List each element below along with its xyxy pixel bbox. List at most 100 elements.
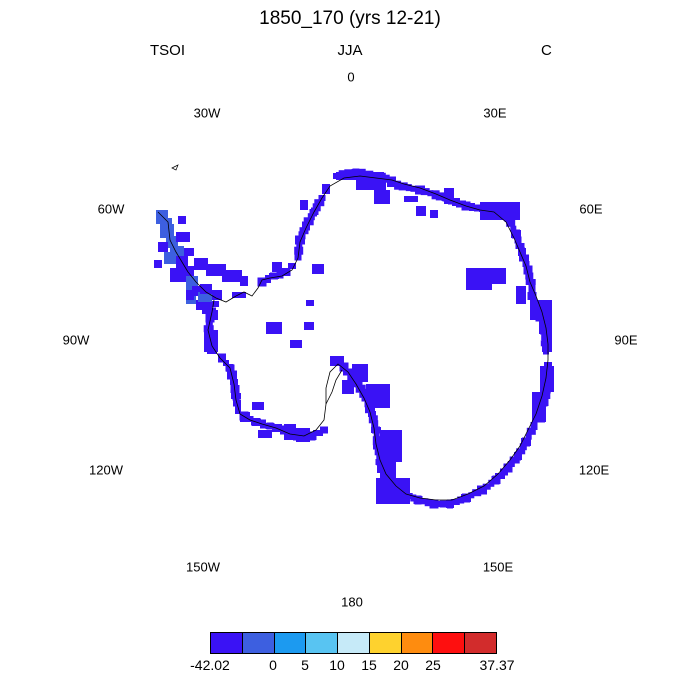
map-cell [424, 499, 433, 507]
map-cell [160, 224, 174, 238]
map-cell [410, 494, 417, 502]
map-cell [359, 388, 368, 398]
map-cell [488, 479, 495, 487]
colorbar-label-10: 10 [329, 657, 345, 673]
map-cell [306, 300, 314, 306]
map-cell [240, 276, 248, 286]
map-cell [461, 494, 471, 502]
colorbar-label-15: 15 [361, 657, 377, 673]
map-cell [474, 204, 482, 212]
ross-ice-shelf-front [325, 369, 343, 405]
map-cell [519, 443, 527, 451]
colorbar-swatch-4 [337, 632, 370, 654]
lon-label-30e: 30E [483, 105, 507, 121]
map-cell [383, 174, 390, 183]
map-cell [519, 254, 529, 262]
plot-title: 1850_170 (yrs 12-21) [259, 8, 441, 29]
colorbar-swatch-2 [273, 632, 307, 654]
map-cell [427, 190, 434, 197]
map-cell [540, 366, 554, 392]
map-cell [420, 188, 430, 196]
map-cell [457, 496, 465, 504]
map-cell [272, 262, 282, 272]
map-cell [525, 433, 532, 440]
lon-label-90w: 90W [62, 332, 90, 348]
map-cell [514, 452, 522, 460]
map-cell [203, 325, 214, 333]
map-cell [166, 236, 178, 248]
map-cell [222, 270, 242, 282]
map-cell [296, 428, 310, 442]
map-cell [339, 362, 349, 372]
map-cell [398, 182, 408, 191]
colorbar-label-max: 37.37 [479, 657, 515, 673]
map-cell [312, 264, 324, 274]
map-cell [374, 447, 383, 456]
map-cell [405, 184, 412, 192]
map-cell [218, 353, 226, 363]
map-cell [525, 272, 534, 280]
map-cell [380, 462, 396, 480]
map-cell [232, 391, 240, 401]
map-cell [528, 283, 536, 293]
variable-label: TSOI [150, 42, 186, 59]
map-cell [478, 486, 486, 494]
map-cell [198, 292, 212, 302]
map-cell [515, 243, 525, 249]
map-cell [320, 426, 328, 434]
map-cell [164, 252, 176, 264]
map-cell [178, 216, 186, 224]
map-cell [374, 190, 390, 204]
map-cell [186, 290, 194, 300]
map-cell [210, 310, 218, 320]
map-cell [394, 180, 402, 190]
map-cell [290, 340, 302, 348]
colorbar-label-0: 0 [269, 657, 277, 673]
map-cell [170, 246, 184, 256]
map-cell [509, 456, 520, 464]
map-cell [500, 468, 508, 476]
map-cell [276, 269, 284, 279]
map-cell [184, 248, 194, 256]
map-cell [516, 286, 526, 304]
map-cell [212, 290, 222, 300]
lon-label-150w: 150W [186, 559, 220, 575]
map-cell [525, 266, 531, 274]
map-cell [430, 210, 438, 218]
map-cell [380, 430, 402, 462]
map-cell [435, 501, 443, 507]
map-cell [235, 406, 241, 414]
map-cell [439, 500, 450, 508]
map-cell [342, 380, 354, 394]
map-cell [366, 384, 390, 408]
map-cell [258, 430, 272, 438]
map-cell [431, 500, 437, 508]
colorbar [210, 632, 498, 654]
colorbar-swatch-0 [210, 632, 243, 654]
colorbar-label-5: 5 [301, 657, 309, 673]
map-cell [526, 427, 536, 435]
map-cell [307, 432, 317, 440]
map-cell [468, 492, 475, 499]
colorbar-swatch-5 [368, 632, 402, 654]
map-cell [514, 236, 522, 244]
map-cell [313, 430, 323, 436]
map-cell [355, 384, 366, 393]
map-cell [450, 499, 460, 505]
map-cell [527, 292, 537, 300]
lon-label-30w: 30W [193, 105, 221, 121]
map-cell [347, 372, 356, 380]
lon-label-60e: 60E [579, 201, 603, 217]
map-cell [410, 185, 419, 192]
map-cell [506, 219, 516, 227]
map-cell [206, 264, 226, 276]
map-cell [284, 424, 296, 440]
map-cell [154, 260, 162, 268]
map-cell [373, 431, 380, 440]
map-cell [158, 242, 168, 252]
map-cell [232, 292, 246, 298]
map-cell [299, 227, 309, 235]
map-cell [368, 415, 378, 424]
map-cell [484, 268, 506, 284]
